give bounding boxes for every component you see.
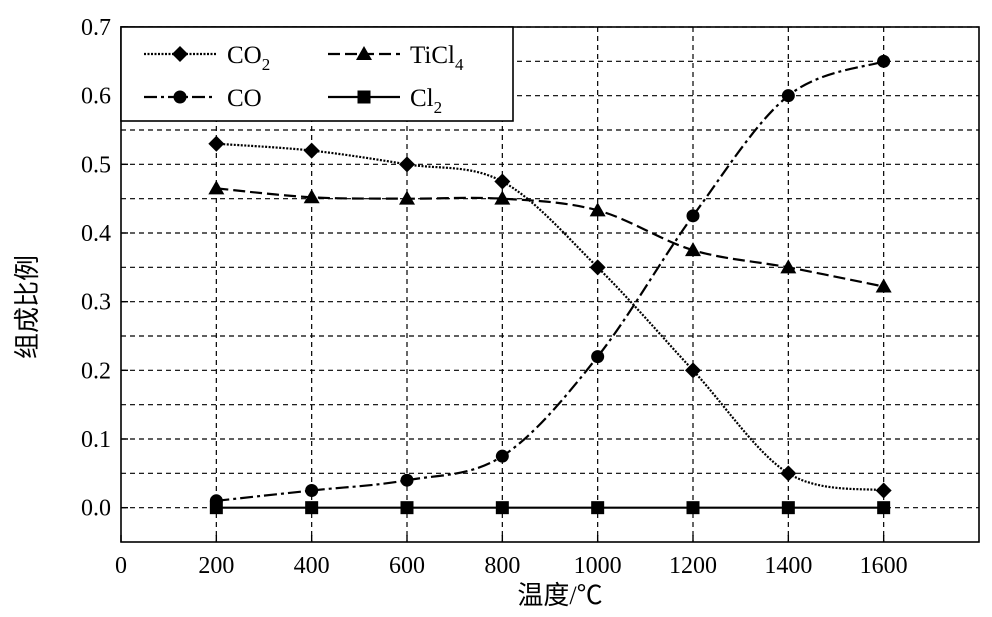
circle-marker bbox=[400, 473, 414, 487]
x-tick-label: 1400 bbox=[764, 553, 812, 579]
triangle-marker bbox=[589, 202, 606, 217]
x-axis-label: 温度/℃ bbox=[517, 581, 602, 610]
x-tick-label: 600 bbox=[389, 553, 425, 579]
square-marker bbox=[686, 501, 700, 515]
square-marker bbox=[591, 501, 605, 515]
y-tick-label: 0.0 bbox=[81, 496, 111, 522]
legend-label: TiCl4 bbox=[410, 42, 464, 74]
legend-box bbox=[120, 26, 514, 122]
series-lines bbox=[208, 54, 892, 515]
y-tick-label: 0.2 bbox=[81, 358, 111, 384]
diamond-marker bbox=[875, 482, 892, 499]
series bbox=[208, 180, 892, 293]
diamond-marker bbox=[399, 156, 415, 173]
x-tick-label: 0 bbox=[115, 553, 127, 579]
plot-frame bbox=[120, 26, 980, 543]
circle-marker bbox=[591, 350, 605, 364]
y-tick-label: 0.1 bbox=[81, 427, 111, 453]
legend-label: Cl2 bbox=[410, 85, 442, 117]
series bbox=[209, 501, 891, 515]
series bbox=[209, 54, 891, 508]
x-tick-label: 800 bbox=[484, 553, 520, 579]
legend-label: CO2 bbox=[227, 42, 270, 74]
square-marker bbox=[495, 501, 509, 515]
axes: 0 200 400 600 800 1000 1200 1400 1600 0.0 0.1 0.2 0.… bbox=[81, 15, 980, 579]
legend-item: TiCl4 bbox=[328, 42, 464, 74]
x-tick-label: 1200 bbox=[669, 553, 717, 579]
y-axis-label: 组成比例 bbox=[13, 255, 42, 359]
square-marker bbox=[209, 501, 223, 515]
legend-item: CO bbox=[144, 85, 262, 112]
triangle-marker bbox=[780, 259, 797, 274]
legend: CO2 CO TiCl4 Cl2 bbox=[120, 26, 514, 122]
y-tick-label: 0.6 bbox=[81, 84, 111, 110]
series-line bbox=[216, 142, 884, 492]
legend-item: CO2 bbox=[144, 42, 270, 74]
series-line bbox=[216, 187, 884, 288]
triangle-marker bbox=[494, 190, 511, 205]
square-marker bbox=[781, 501, 795, 515]
diamond-marker bbox=[494, 173, 511, 190]
triangle-marker bbox=[303, 189, 320, 204]
triangle-marker bbox=[399, 190, 415, 205]
series-line bbox=[216, 60, 885, 502]
x-tick-label: 1600 bbox=[860, 553, 908, 579]
diamond-marker bbox=[685, 362, 701, 379]
square-marker bbox=[400, 501, 414, 515]
series bbox=[208, 135, 892, 499]
triangle-marker bbox=[208, 180, 225, 195]
diamond-marker bbox=[208, 135, 225, 152]
square-marker bbox=[357, 90, 371, 104]
diamond-marker bbox=[780, 465, 797, 482]
y-tick-label: 0.4 bbox=[81, 221, 111, 247]
y-tick-label: 0.7 bbox=[81, 15, 111, 41]
x-tick-label: 400 bbox=[294, 553, 330, 579]
legend-item: Cl2 bbox=[328, 85, 442, 117]
circle-marker bbox=[173, 90, 187, 104]
triangle-marker bbox=[685, 242, 701, 257]
y-tick-label: 0.3 bbox=[81, 290, 111, 316]
y-tick-label: 0.5 bbox=[81, 152, 111, 178]
square-marker bbox=[305, 501, 319, 515]
x-tick-label: 200 bbox=[198, 553, 234, 579]
triangle-marker bbox=[875, 278, 892, 293]
square-marker bbox=[877, 501, 891, 515]
circle-marker bbox=[781, 89, 795, 103]
diamond-marker bbox=[589, 259, 606, 276]
circle-marker bbox=[877, 54, 891, 68]
triangle-marker bbox=[356, 46, 372, 60]
legend-label: CO bbox=[227, 85, 262, 112]
circle-marker bbox=[686, 209, 700, 223]
x-tick-label: 1000 bbox=[574, 553, 622, 579]
circle-marker bbox=[495, 449, 509, 463]
circle-marker bbox=[305, 484, 319, 497]
diamond-marker bbox=[303, 142, 320, 159]
diamond-marker bbox=[172, 46, 188, 62]
